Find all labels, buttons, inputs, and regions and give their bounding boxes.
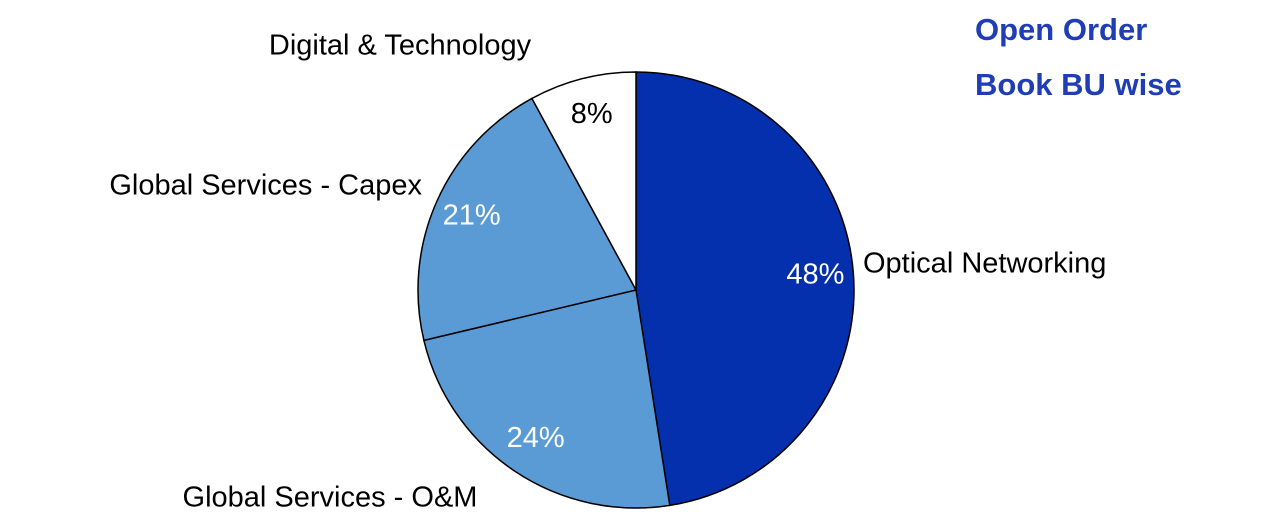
category-label: Optical Networking [863,248,1106,280]
category-label: Global Services - O&M [183,482,478,514]
category-label: Global Services - Capex [109,170,422,202]
pie-slice [530,71,637,291]
value-label: 48% [786,259,844,291]
chart-title: Open Order [975,12,1147,47]
value-label: 21% [443,199,501,231]
value-label: 24% [507,422,565,454]
pie-slice [423,289,671,509]
chart-title: Book BU wise [975,67,1182,102]
pie-slice [417,97,638,342]
category-label: Digital & Technology [269,30,532,62]
value-label: 8% [571,98,613,130]
pie-slice [635,71,855,507]
